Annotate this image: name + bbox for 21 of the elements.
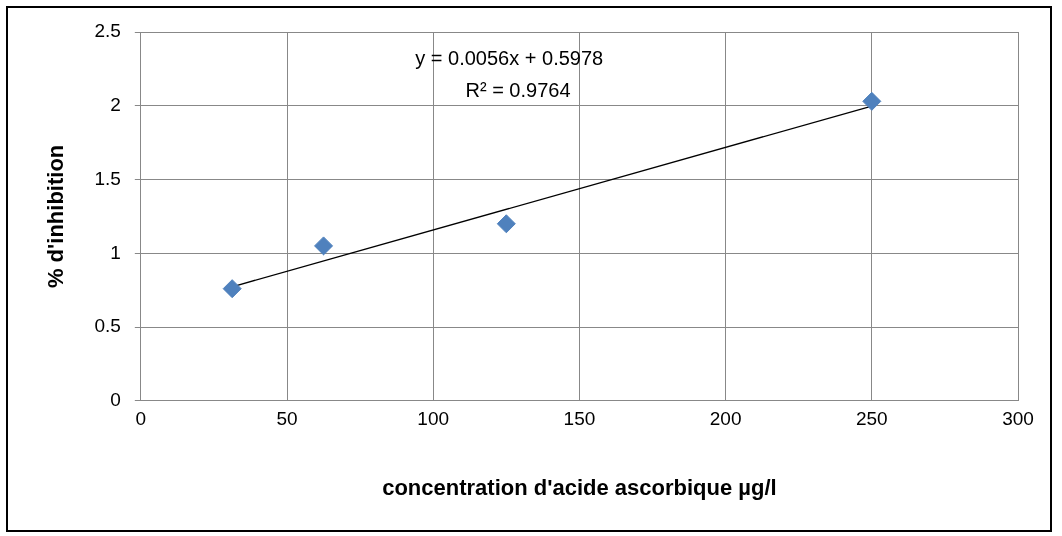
x-tick-label: 150 (563, 408, 596, 430)
x-tick-label: 250 (855, 408, 888, 430)
x-tick-label: 100 (417, 408, 450, 430)
annotation: y = 0.0056x + 0.5978 (415, 46, 604, 69)
point (496, 214, 516, 234)
x-tick-label: 50 (276, 408, 298, 430)
point (862, 91, 882, 111)
y-tick-label: 2 (110, 93, 121, 115)
y-tick-label: 2.5 (94, 20, 121, 42)
x-tick-label: 0 (135, 408, 147, 430)
x-axis-title: concentration d'acide ascorbique µg/l (382, 474, 777, 500)
y-axis-title: % d'inhibition (43, 144, 69, 289)
y-tick-label: 0.5 (94, 315, 121, 337)
point (314, 236, 334, 256)
x-tick-label: 300 (1002, 408, 1034, 430)
y-tick-label: 1.5 (94, 167, 121, 189)
point (222, 279, 242, 299)
y-tick-label: 1 (110, 241, 121, 263)
x-tick-label: 200 (709, 408, 742, 430)
y-tick-label: 0 (110, 389, 121, 411)
annotation: R² = 0.9764 (465, 78, 571, 101)
